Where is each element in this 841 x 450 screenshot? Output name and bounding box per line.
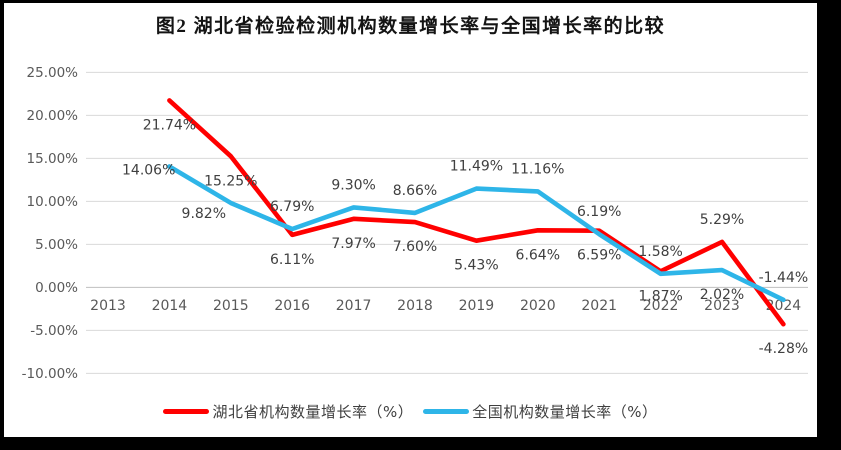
data-label-series-0: 15.25% [204,173,257,189]
data-label-series-1: 6.79% [270,199,314,215]
data-label-series-0: 6.64% [516,247,560,263]
data-label-series-1: 11.16% [511,161,564,177]
data-label-series-1: 6.19% [577,204,621,220]
data-label-series-1: 2.02% [700,287,744,303]
y-axis-tick-label: 5.00% [35,237,78,253]
y-axis-tick-label: 15.00% [27,151,79,167]
x-axis-tick-label: 2015 [213,298,249,314]
series-line-1 [167,164,786,303]
data-label-series-1: 9.30% [331,177,375,193]
legend-item-hubei: 湖北省机构数量增长率（%） [163,401,413,422]
data-label-series-1: 8.66% [393,183,437,199]
chart-legend: 湖北省机构数量增长率（%） 全国机构数量增长率（%） [4,401,817,422]
data-label-series-0: 5.29% [700,212,744,228]
data-label-series-0: 7.97% [331,236,375,252]
chart-title: 图2 湖北省检验检测机构数量增长率与全国增长率的比较 [155,16,666,37]
data-label-series-1: 11.49% [450,159,503,175]
data-label-series-1: 14.06% [122,162,175,178]
legend-item-national: 全国机构数量增长率（%） [423,401,657,422]
hubei-series-line-swatch-icon [163,409,210,414]
x-axis-tick-label: 2018 [397,298,433,314]
x-axis-tick-label: 2019 [459,298,495,314]
legend-label-national: 全国机构数量增长率（%） [472,403,658,421]
y-axis-tick-label: 20.00% [27,108,79,124]
data-label-series-1: 1.58% [638,244,682,260]
y-axis-tick-label: -10.00% [22,366,79,382]
y-axis-tick-label: -5.00% [30,323,78,339]
data-label-series-0: 6.11% [270,252,314,268]
data-label-series-0: 1.87% [638,288,682,304]
data-label-series-0: 21.74% [143,117,196,133]
data-label-series-1: 9.82% [182,206,226,222]
series-line-0 [167,98,786,327]
y-axis-tick-label: 10.00% [27,194,79,210]
y-axis-tick-label: 0.00% [35,280,78,296]
x-axis-tick-label: 2023 [704,298,740,314]
legend-label-hubei: 湖北省机构数量增长率（%） [212,403,414,421]
data-label-series-0: -4.28% [759,341,809,357]
data-label-series-1: -1.44% [759,270,809,286]
data-label-series-0: 6.59% [577,248,621,264]
x-axis-tick-label: 2016 [274,298,310,314]
x-axis-tick-label: 2020 [520,298,556,314]
y-axis-tick-label: 25.00% [27,65,79,81]
x-axis-tick-label: 2021 [581,298,617,314]
data-label-series-0: 7.60% [393,239,437,255]
x-axis-tick-label: 2014 [152,298,188,314]
x-axis-tick-label: 2013 [90,298,126,314]
x-axis-tick-label: 2022 [643,298,679,314]
x-axis-tick-label: 2017 [336,298,372,314]
national-series-line-swatch-icon [423,409,470,414]
data-label-series-0: 5.43% [454,258,498,274]
